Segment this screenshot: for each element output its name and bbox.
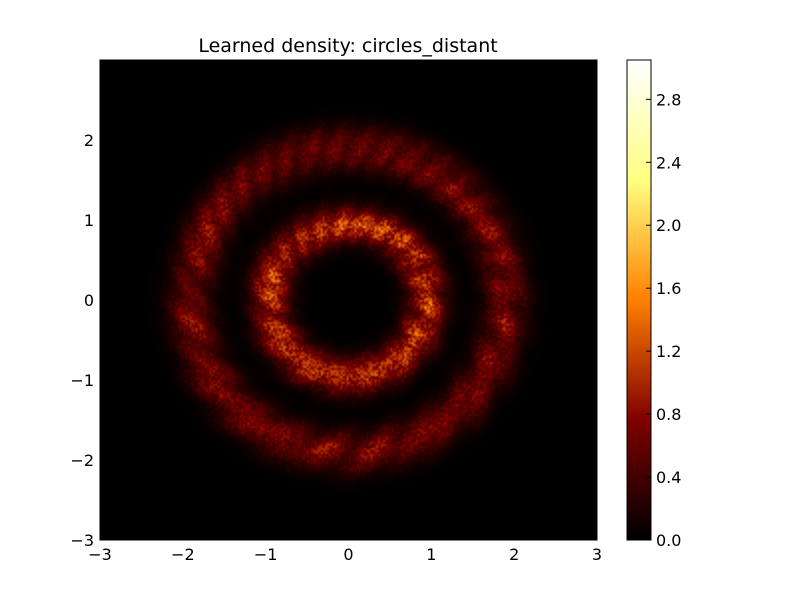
y-tick-label: −2 [70, 451, 94, 470]
x-tick-label: 1 [426, 545, 436, 564]
colorbar-gradient [627, 60, 651, 540]
colorbar-tick-label: 1.6 [656, 279, 681, 298]
y-tick-label: 0 [84, 291, 94, 310]
x-tick-label: −1 [254, 545, 278, 564]
y-tick-label: 2 [84, 131, 94, 150]
x-tick-label: −3 [88, 545, 112, 564]
x-axis: −3 −2 −1 0 1 2 3 [88, 60, 602, 564]
colorbar-tick-label: 1.2 [656, 342, 681, 361]
colorbar-tick-label: 2.8 [656, 90, 681, 109]
y-tick-label: 1 [84, 211, 94, 230]
colorbar-tick-label: 2.0 [656, 216, 681, 235]
colorbar-axis: 0.0 0.4 0.8 1.2 1.6 2.0 2.4 2.8 [646, 90, 681, 550]
chart-title: Learned density: circles_distant [198, 35, 497, 57]
colorbar-frame [626, 59, 652, 541]
colorbar: 0.0 0.4 0.8 1.2 1.6 2.0 2.4 2.8 [626, 59, 681, 550]
y-tick-label: −3 [70, 531, 94, 550]
y-axis: −3 −2 −1 0 1 2 [70, 131, 597, 550]
x-tick-label: 2 [509, 545, 519, 564]
colorbar-tick-label: 0.0 [656, 531, 681, 550]
x-tick-label: 3 [592, 545, 602, 564]
x-tick-label: −2 [171, 545, 195, 564]
colorbar-tick-label: 0.4 [656, 468, 681, 487]
y-tick-label: −1 [70, 371, 94, 390]
x-tick-label: 0 [343, 545, 353, 564]
plot-area [99, 59, 598, 541]
colorbar-tick-label: 2.4 [656, 153, 681, 172]
density-heatmap [100, 60, 597, 540]
colorbar-tick-label: 0.8 [656, 405, 681, 424]
